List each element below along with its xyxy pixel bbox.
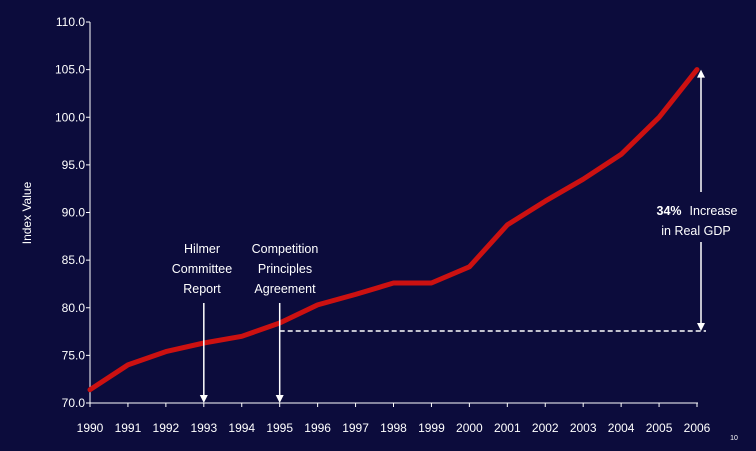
- data-point: [316, 303, 320, 307]
- x-tick-label: 1994: [228, 421, 255, 435]
- series-layer: [87, 67, 700, 393]
- x-tick-label: 1997: [342, 421, 369, 435]
- x-tick-label: 1992: [153, 421, 180, 435]
- x-tick-label: 1998: [380, 421, 407, 435]
- y-tick-label: 110.0: [56, 15, 85, 29]
- data-point: [429, 281, 433, 285]
- x-tick-label: 2003: [570, 421, 597, 435]
- increase-arrow-head-down: [697, 322, 705, 331]
- data-point: [88, 388, 92, 392]
- data-point: [126, 363, 130, 367]
- competition-annotation-line-3: Agreement: [254, 282, 316, 296]
- x-tick-label: 1993: [190, 421, 217, 435]
- y-tick-labels: 70.0 75.0 80.0 85.0 90.0 95.0 100.0 105.0 110.0: [55, 15, 85, 410]
- x-tick-label: 2002: [532, 421, 559, 435]
- x-tick-label: 1995: [266, 421, 293, 435]
- data-point: [467, 265, 471, 269]
- data-point: [657, 115, 661, 119]
- increase-arrow-head-up: [697, 69, 705, 78]
- data-point: [392, 281, 395, 285]
- increase-annotation-line-1: 34% Increase: [657, 204, 738, 218]
- x-tick-label: 2000: [456, 421, 483, 435]
- x-tick-label: 2006: [684, 421, 711, 435]
- chart-axes: [86, 21, 698, 407]
- x-tick-label: 2001: [494, 421, 521, 435]
- data-point: [695, 68, 699, 72]
- increase-annotation-line-2: in Real GDP: [661, 224, 730, 238]
- x-tick-label: 2004: [608, 421, 635, 435]
- competition-annotation-line-1: Competition: [252, 242, 319, 256]
- data-point: [505, 223, 509, 227]
- data-point: [164, 350, 168, 354]
- data-point: [581, 177, 585, 181]
- x-tick-labels: 1990 1991 1992 1993 1994 1995 1996 1997 1998 1999…: [77, 421, 711, 435]
- annotations: Hilmer Committee Report Competition Prin…: [172, 69, 738, 403]
- hilmer-annotation-line-2: Committee: [172, 262, 232, 276]
- x-tick-label: 2005: [646, 421, 673, 435]
- x-tick-label: 1990: [77, 421, 104, 435]
- y-tick-label: 95.0: [62, 158, 86, 172]
- y-axis-label: Index Value: [20, 181, 34, 244]
- hilmer-arrow-head: [199, 395, 208, 403]
- hilmer-annotation-line-1: Hilmer: [184, 242, 220, 256]
- y-tick-label: 80.0: [62, 301, 86, 315]
- series-line: [87, 67, 700, 393]
- competition-annotation-line-2: Principles: [258, 262, 312, 276]
- data-point: [240, 334, 244, 338]
- y-tick-label: 105.0: [55, 63, 85, 77]
- x-tick-label: 1996: [304, 421, 331, 435]
- increase-word: Increase: [690, 204, 738, 218]
- x-tick-label: 1999: [418, 421, 445, 435]
- x-tick-label: 1991: [115, 421, 142, 435]
- y-tick-label: 75.0: [62, 348, 86, 362]
- data-point: [619, 152, 623, 156]
- hilmer-annotation-line-3: Report: [183, 282, 221, 296]
- competition-arrow-head: [275, 395, 284, 403]
- y-tick-label: 85.0: [62, 253, 86, 267]
- page-number: 10: [730, 435, 738, 442]
- data-point: [543, 199, 547, 203]
- y-tick-label: 100.0: [55, 110, 85, 124]
- increase-percent: 34%: [657, 204, 682, 218]
- y-tick-label: 70.0: [62, 396, 86, 410]
- y-tick-label: 90.0: [62, 206, 86, 220]
- data-point: [354, 292, 358, 296]
